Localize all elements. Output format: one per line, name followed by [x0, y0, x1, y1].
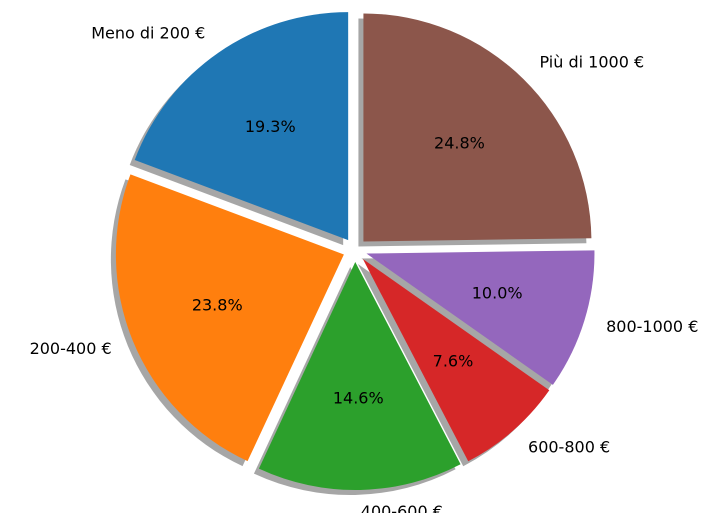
slice-label: 200-400 € — [30, 339, 112, 358]
wedge — [115, 174, 344, 462]
percent-label: 14.6% — [333, 388, 384, 407]
slice-label: Meno di 200 € — [91, 23, 205, 42]
wedge — [258, 261, 461, 490]
percent-label: 23.8% — [192, 296, 243, 315]
percent-label: 10.0% — [472, 283, 523, 302]
slice-label: Più di 1000 € — [540, 52, 645, 71]
wedge — [362, 259, 550, 462]
percent-label: 19.3% — [245, 117, 296, 136]
wedge — [363, 13, 592, 242]
wedge — [134, 12, 349, 241]
percent-label: 7.6% — [433, 351, 474, 370]
wedge — [366, 250, 595, 385]
percent-label: 24.8% — [434, 134, 485, 153]
slice-label: 400-600 € — [361, 502, 443, 513]
slice-label: 800-1000 € — [606, 317, 698, 336]
slice-label: 600-800 € — [528, 437, 610, 456]
